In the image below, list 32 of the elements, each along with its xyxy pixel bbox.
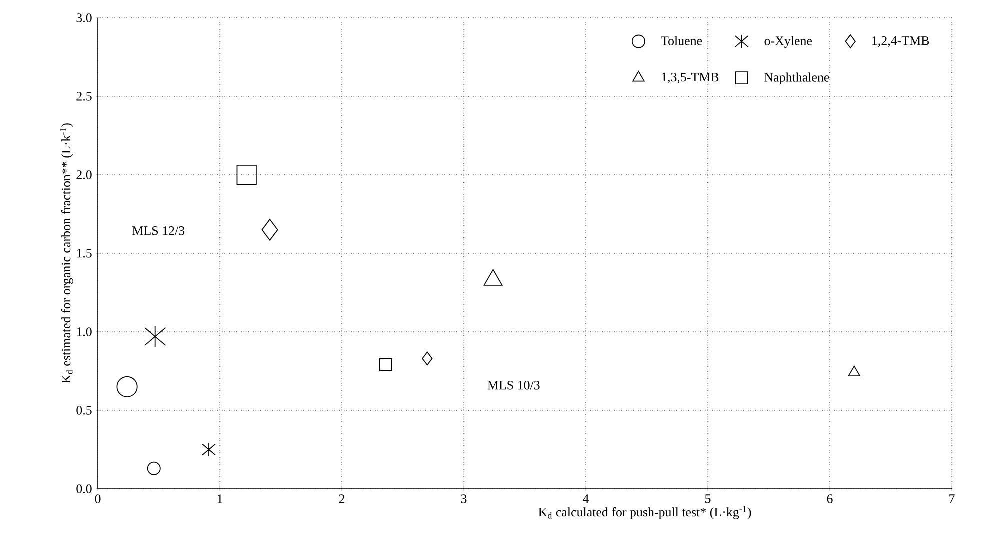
point: [144, 326, 166, 348]
legend-label: Naphthalene: [764, 72, 830, 85]
point: [116, 376, 138, 398]
x-tick-label: 1: [218, 494, 222, 504]
y-tick-label: 2.0: [76, 170, 92, 180]
x-tick-label: 7: [950, 494, 955, 504]
point: [202, 442, 216, 457]
point: [147, 462, 161, 476]
y-tick-label: 1.5: [77, 249, 92, 258]
legend-label: 1,2,4-TMB: [872, 36, 930, 48]
point: [236, 164, 257, 186]
x-tick-label: 3: [461, 494, 467, 504]
x-tick-label: 0: [95, 494, 101, 504]
x-tick-label: 4: [583, 494, 590, 504]
annotation: MLS 10/3: [488, 381, 540, 390]
legend-label: Toluene: [661, 36, 702, 46]
y-tick-label: 1.0: [77, 328, 92, 336]
legend-label: o-Xylene: [764, 36, 812, 48]
point: [422, 352, 433, 366]
x-tick-label: 6: [827, 494, 833, 504]
y-axis-title: K$_{d}$ estimated for organic carbon fraction** (L·k$^{-1}$): [60, 124, 74, 384]
y-tick-label: 0.5: [76, 406, 92, 415]
x-tick-label: 2: [339, 494, 345, 504]
legend-label: 1,3,5-TMB: [662, 72, 719, 84]
x-axis-title: K$_{d}$ calculated for push-pull test* (L·kg$^{-1}$): [538, 506, 752, 520]
y-tick-label: 2.5: [76, 92, 92, 101]
annotation: MLS 12/3: [132, 226, 185, 236]
x-tick-label: 5: [706, 494, 711, 504]
y-tick-label: 0.0: [76, 484, 92, 494]
y-tick-label: 3.0: [76, 14, 92, 22]
point: [379, 358, 392, 372]
point: [262, 219, 278, 241]
